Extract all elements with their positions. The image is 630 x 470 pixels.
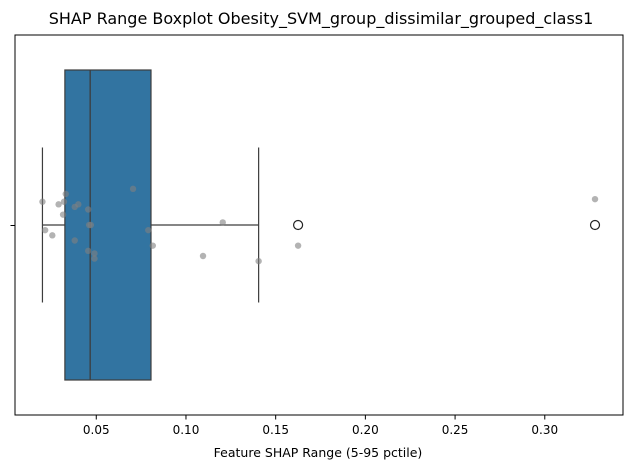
data-point-6 [60,198,68,205]
x-axis-label: Feature SHAP Range (5-95 pctile) [214,445,423,460]
data-point-21 [219,219,226,226]
x-tick-label-5: 0.25 [442,423,469,437]
iqr-box [64,69,152,381]
points-layer [39,185,599,265]
data-point-17 [129,185,137,193]
data-point-18 [145,226,152,234]
data-point-5 [59,211,67,218]
data-point-8 [71,237,78,244]
data-point-4 [55,201,62,208]
data-point-15 [91,250,98,257]
data-point-20 [199,252,207,260]
data-point-19 [149,242,156,249]
data-point-14 [87,221,95,229]
x-tick-label-1: 0.05 [83,423,110,437]
box-layer [41,69,601,381]
data-point-7 [62,190,69,198]
data-point-23 [294,242,302,249]
outlier-marker-1 [292,219,304,231]
chart-title: SHAP Range Boxplot Obesity_SVM_group_dis… [49,9,594,29]
data-point-24 [591,195,599,203]
x-tick-label-4: 0.20 [352,423,379,437]
data-point-3 [49,232,56,239]
data-point-12 [84,206,92,213]
data-point-2 [41,226,49,234]
data-point-16 [91,255,98,262]
data-point-11 [84,247,92,255]
data-point-1 [39,198,46,205]
outlier-marker-2 [589,219,601,231]
x-tick-label-3: 0.15 [262,423,289,437]
data-point-10 [75,201,82,208]
x-tick-label-6: 0.30 [531,423,558,437]
x-tick-label-2: 0.10 [173,423,200,437]
x-axis: 0.05 0.10 0.15 0.20 0.25 0.30 [83,415,558,437]
data-point-22 [255,257,262,265]
